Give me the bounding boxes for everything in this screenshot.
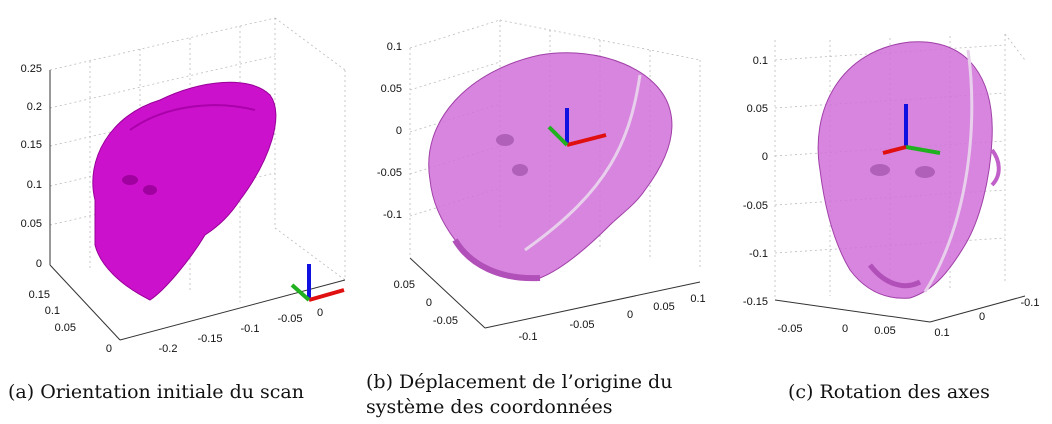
z-tick: 0.05 <box>381 83 402 95</box>
x-tick: -0.15 <box>197 333 222 345</box>
panel-a-z-ticks: 0.25 0.2 0.15 0.1 0.05 0 <box>21 63 42 270</box>
panel-a-x-ticks: -0.2 -0.15 -0.1 -0.05 0 <box>159 307 324 355</box>
y-tick: 0.05 <box>55 322 76 334</box>
z-tick: 0.1 <box>27 179 42 191</box>
x-tick: 0 <box>979 311 985 323</box>
caption-b-line1: (b) Déplacement de l’origine du <box>366 371 673 393</box>
coordinate-axes-c <box>882 104 941 155</box>
panel-c-plot: 0.1 0.05 0 -0.05 -0.1 -0.15 -0.05 0 0.05… <box>743 33 1039 339</box>
x-tick: -0.1 <box>241 323 260 335</box>
panel-a-plot: 0.25 0.2 0.15 0.1 0.05 0 0.15 0.1 0.05 0… <box>21 17 346 355</box>
caption-a: (a) Orientation initiale du scan <box>8 381 304 403</box>
x-tick: 0.05 <box>653 301 674 313</box>
z-tick: 0.1 <box>387 41 402 53</box>
head-model-translucent <box>428 52 673 279</box>
panel-c-z-ticks: 0.1 0.05 0 -0.05 -0.1 -0.15 <box>743 55 768 308</box>
z-tick: 0.2 <box>27 101 42 113</box>
x-tick: 0 <box>317 307 323 319</box>
z-tick: 0.05 <box>747 103 768 115</box>
y-tick: 0 <box>842 323 848 335</box>
panel-a: 0.25 0.2 0.15 0.1 0.05 0 0.15 0.1 0.05 0… <box>0 0 360 403</box>
x-tick: 0 <box>627 309 633 321</box>
z-tick: -0.1 <box>749 248 768 260</box>
caption-b-line2: système des coordonnées <box>366 396 613 418</box>
y-tick: 0.05 <box>874 325 895 337</box>
panel-b-plot: 0.1 0.05 0 -0.05 -0.1 0.05 0 -0.05 -0.1 … <box>377 19 706 343</box>
x-tick: -0.1 <box>1021 297 1040 309</box>
z-tick: -0.05 <box>743 200 768 212</box>
z-tick: -0.05 <box>377 167 402 179</box>
y-tick: 0.1 <box>45 305 60 317</box>
y-tick: 0 <box>426 297 432 309</box>
panel-c-x-ticks: 0.1 0 -0.1 <box>934 297 1039 339</box>
panel-b-x-ticks: -0.1 -0.05 0 0.05 0.1 <box>519 293 706 343</box>
y-tick: 0 <box>106 343 112 355</box>
z-tick: 0 <box>36 258 42 270</box>
z-tick: 0.05 <box>21 218 42 230</box>
panel-c-y-ticks: -0.05 0 0.05 <box>777 323 895 337</box>
z-tick: 0 <box>762 151 768 163</box>
z-tick: -0.1 <box>383 209 402 221</box>
z-tick: -0.15 <box>743 296 768 308</box>
z-tick: 0.1 <box>753 55 768 67</box>
head-model-solid <box>92 81 277 301</box>
z-tick: 0.25 <box>21 63 42 75</box>
head-model-translucent <box>817 41 993 299</box>
z-tick: 0 <box>396 125 402 137</box>
panel-c-box <box>774 295 1026 323</box>
coordinate-axes-a <box>290 264 345 302</box>
coordinate-axes-b <box>547 108 607 147</box>
y-tick: -0.05 <box>433 315 458 327</box>
z-tick: 0.15 <box>21 139 42 151</box>
x-tick: -0.05 <box>277 313 302 325</box>
panel-a-y-ticks: 0.15 0.1 0.05 0 <box>29 289 112 355</box>
y-tick: 0.05 <box>394 279 415 291</box>
panel-c: 0.1 0.05 0 -0.05 -0.1 -0.15 -0.05 0 0.05… <box>720 0 1052 403</box>
x-tick: 0.1 <box>690 293 705 305</box>
x-tick: -0.1 <box>519 331 538 343</box>
caption-c: (c) Rotation des axes <box>788 381 990 403</box>
panel-b-box <box>409 257 701 329</box>
x-tick: -0.2 <box>159 343 178 355</box>
panel-b-z-ticks: 0.1 0.05 0 -0.05 -0.1 <box>377 41 402 221</box>
x-tick: 0.1 <box>934 327 949 339</box>
x-tick: -0.05 <box>569 319 594 331</box>
panel-b-y-ticks: 0.05 0 -0.05 <box>394 279 458 327</box>
panel-b: 0.1 0.05 0 -0.05 -0.1 0.05 0 -0.05 -0.1 … <box>360 0 720 418</box>
y-tick: -0.05 <box>777 323 802 335</box>
y-tick: 0.15 <box>29 289 50 301</box>
